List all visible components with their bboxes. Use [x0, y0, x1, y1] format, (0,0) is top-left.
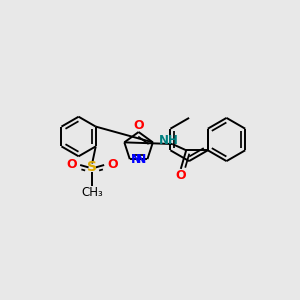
Text: O: O [175, 169, 185, 182]
Text: N: N [136, 153, 146, 166]
Text: N: N [131, 153, 142, 166]
Text: S: S [87, 160, 97, 174]
Text: O: O [66, 158, 77, 172]
Text: O: O [134, 119, 144, 132]
Text: O: O [107, 158, 118, 172]
Text: NH: NH [159, 134, 179, 147]
Text: CH₃: CH₃ [81, 185, 103, 199]
